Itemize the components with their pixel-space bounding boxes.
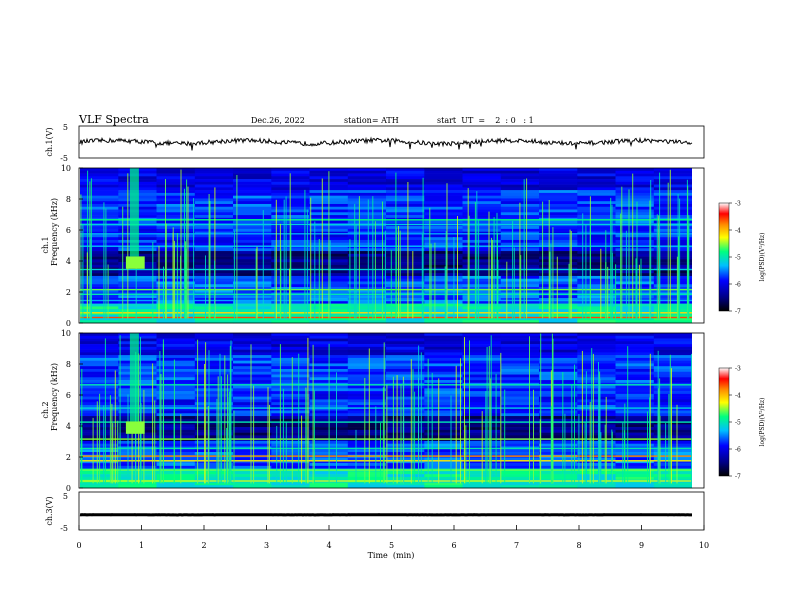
ch1-colorbar-tick-label: -4: [735, 228, 741, 235]
time-tick-label: 7: [514, 541, 519, 550]
ch2-colorbar: -3 -4 -5 -6 -7 log(PSD)(V²/Hz): [718, 366, 766, 481]
time-tick-label: 8: [576, 541, 581, 550]
ch1-colorbar-tick-label: -7: [735, 309, 741, 316]
ch1-colorbar-tick-label: -3: [735, 201, 741, 208]
time-tick-label: 5: [389, 541, 394, 550]
ch1-ytick-top: 5: [63, 123, 68, 132]
ch1-spectrogram-panel: 0 2 4 6 8 10 ch.1 Frequency (kHz): [41, 164, 705, 328]
ch1-colorbar-tick-label: -5: [735, 255, 741, 262]
time-tick-label: 3: [264, 541, 269, 550]
ch2-spectrogram-ylabel: Frequency (kHz): [50, 363, 59, 431]
ch3-waveform-frame: [78, 491, 705, 531]
ch2-spectrogram-ytick-label: 4: [66, 422, 71, 431]
ch2-spectrogram-channel-label: ch.2: [41, 401, 50, 418]
ch1-waveform-trace: [79, 136, 693, 151]
ch1-waveform-ylabel: ch.1(V): [45, 127, 54, 156]
ch2-spectrogram-image: [80, 333, 704, 489]
ch1-spectrogram-image: [80, 168, 704, 324]
ch2-spectrogram-ytick-label: 2: [66, 453, 71, 462]
ch2-spectrogram-panel: 0 2 4 6 8 10 ch.2 Frequency (kHz): [41, 329, 705, 493]
ch2-spectrogram-frame: [78, 332, 705, 489]
start-ut-label: start UT = 2 : 0 : 1: [437, 116, 534, 125]
ch1-spectrogram-ytick-label: 2: [66, 288, 71, 297]
ch1-spectrogram-ytick-label: 0: [66, 319, 71, 328]
time-tick-label: 0: [76, 541, 81, 550]
ch1-colorbar-tick-label: -6: [735, 282, 741, 289]
ch1-spectrogram-ytick-label: 6: [66, 226, 71, 235]
ch2-colorbar-label: log(PSD)(V²/Hz): [759, 398, 766, 447]
figure-title: VLF Spectra: [78, 113, 149, 126]
station-label: station= ATH: [344, 116, 399, 125]
ch1-spectrogram-channel-label: ch.1: [41, 236, 50, 253]
time-axis: 0 1 2 3 4 5 6 7 8 9 10: [76, 525, 709, 550]
ch1-spectrogram-ytick-label: 10: [61, 164, 71, 173]
ch1-spectrogram-frame: [78, 167, 705, 324]
ch1-waveform-panel: 5 -5 ch.1(V): [45, 123, 705, 163]
ch1-spectrogram-ylabel: Frequency (kHz): [50, 198, 59, 266]
ch2-spectrogram-ytick-label: 10: [61, 329, 71, 338]
time-tick-label: 1: [139, 541, 144, 550]
date-label: Dec.26, 2022: [251, 116, 305, 125]
ch2-colorbar-tick-label: -4: [735, 393, 741, 400]
ch1-spectrogram-ytick-label: 4: [66, 257, 71, 266]
ch3-waveform-panel: 5 -5 ch.3(V): [45, 491, 705, 533]
ch2-colorbar-tick-label: -3: [735, 366, 741, 373]
ch1-ytick-bottom: -5: [60, 154, 68, 163]
ch1-colorbar: -3 -4 -5 -6 -7 log(PSD)(V²/Hz): [718, 201, 766, 316]
ch2-colorbar-gradient: [718, 367, 730, 477]
time-tick-label: 4: [326, 541, 331, 550]
time-tick-label: 9: [639, 541, 644, 550]
time-tick-label: 6: [451, 541, 456, 550]
ch3-ytick-top: 5: [63, 492, 68, 501]
ch1-colorbar-label: log(PSD)(V²/Hz): [759, 233, 766, 282]
ch1-spectrogram-ytick-label: 8: [66, 195, 71, 204]
ch3-waveform-ylabel: ch.3(V): [45, 496, 54, 525]
ch2-spectrogram-ytick-label: 8: [66, 360, 71, 369]
ch2-spectrogram-ytick-label: 0: [66, 484, 71, 493]
ch2-spectrogram-ytick-label: 6: [66, 391, 71, 400]
time-tick-label: 10: [699, 541, 709, 550]
ch2-colorbar-tick-label: -6: [735, 447, 741, 454]
ch2-colorbar-tick-label: -7: [735, 474, 741, 481]
ch2-colorbar-tick-label: -5: [735, 420, 741, 427]
time-axis-label: Time (min): [368, 551, 415, 560]
ch3-ytick-bottom: -5: [60, 524, 68, 533]
ch1-colorbar-gradient: [718, 202, 730, 312]
time-tick-label: 2: [201, 541, 206, 550]
